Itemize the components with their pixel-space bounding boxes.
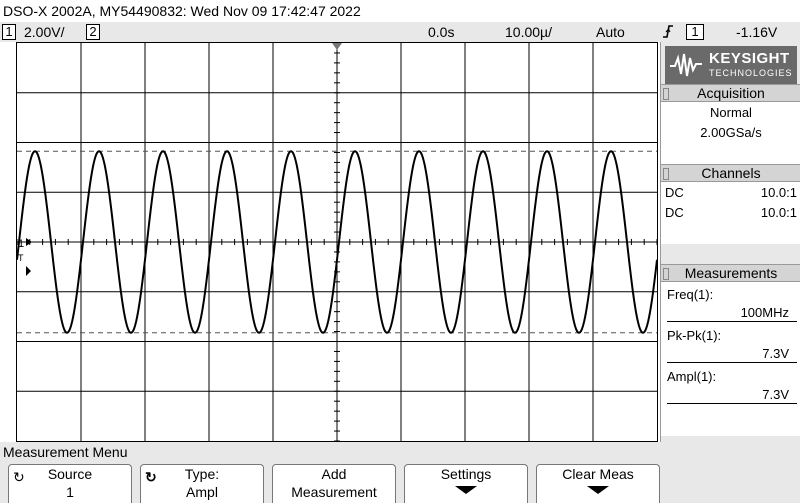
channel-1-scale[interactable]: 2.00V/: [24, 24, 65, 40]
ampl-value: 7.3V: [667, 386, 797, 404]
trigger-marker-arrow: [26, 266, 31, 276]
measurements-heading[interactable]: Measurements: [661, 264, 800, 282]
logo-text: KEYSIGHT: [709, 50, 790, 67]
keysight-wave-icon: [670, 53, 702, 77]
softkey-bar: ↻ Source 1 ↻ Type: Ampl Add Measurement …: [0, 462, 800, 503]
channel-1-coupling: DC: [665, 185, 684, 200]
ampl-label: Ampl(1):: [667, 369, 717, 384]
trigger-level-marker: T: [18, 253, 24, 263]
trigger-level[interactable]: -1.16V: [736, 24, 778, 40]
type-softkey-value: Ampl: [186, 484, 218, 500]
ground-marker-arrow: [26, 238, 32, 246]
type-softkey[interactable]: ↻ Type: Ampl: [140, 464, 264, 503]
info-panel: KEYSIGHT TECHNOLOGIES Acquisition Normal…: [660, 42, 800, 442]
channel-row: DC 10.0:1: [661, 183, 800, 203]
submenu-arrow-icon: [587, 486, 609, 494]
channel-1-waveform: [17, 150, 657, 334]
channel-2-probe: 10.0:1: [760, 205, 797, 220]
channel-2-indicator[interactable]: 2: [86, 24, 100, 40]
type-softkey-label: Type:: [184, 466, 220, 482]
ground-level-marker: 1: [18, 238, 24, 250]
submenu-arrow-icon: [455, 486, 477, 494]
channel-1-probe: 10.0:1: [760, 185, 797, 200]
time-scale[interactable]: 10.00µ/: [505, 24, 552, 40]
clear-meas-softkey[interactable]: Clear Meas: [536, 464, 660, 503]
logo-subtext: TECHNOLOGIES: [709, 68, 793, 78]
pkpk-value: 7.3V: [667, 345, 797, 363]
waveform-graticule: 1T: [17, 43, 657, 441]
trigger-mode[interactable]: Auto: [596, 24, 625, 40]
sample-rate: 2.00GSa/s: [700, 125, 762, 140]
measurements-section: Freq(1): 100MHz Pk-Pk(1): 7.3V Ampl(1): …: [661, 282, 800, 436]
add-softkey-value: Measurement: [291, 484, 377, 500]
menu-title: Measurement Menu: [0, 442, 800, 462]
knob-icon: ↻: [145, 469, 157, 485]
rising-edge-icon: [662, 22, 674, 47]
freq-label: Freq(1):: [667, 287, 714, 302]
source-softkey-label: Source: [47, 466, 93, 482]
add-softkey-label: Add: [321, 466, 347, 482]
trigger-position-marker: [332, 43, 342, 50]
acquisition-heading[interactable]: Acquisition: [661, 84, 800, 102]
clear-softkey-label: Clear Meas: [562, 466, 634, 482]
channel-2-coupling: DC: [665, 205, 684, 220]
time-delay[interactable]: 0.0s: [428, 24, 455, 40]
source-softkey[interactable]: ↻ Source 1: [8, 464, 132, 503]
source-softkey-value: 1: [66, 484, 74, 500]
keysight-logo: KEYSIGHT TECHNOLOGIES: [665, 46, 797, 84]
channel-1-indicator[interactable]: 1: [2, 24, 16, 40]
acquisition-mode: Normal: [710, 105, 752, 120]
channels-section: DC 10.0:1 DC 10.0:1: [661, 182, 800, 244]
add-measurement-softkey[interactable]: Add Measurement: [272, 464, 396, 503]
freq-value: 100MHz: [667, 304, 797, 322]
channel-row: DC 10.0:1: [661, 203, 800, 223]
acquisition-section: Normal 2.00GSa/s: [661, 102, 800, 164]
settings-softkey-label: Settings: [440, 466, 492, 482]
status-bar: 1 2.00V/ 2 0.0s 10.00µ/ Auto 1 -1.16V: [0, 22, 800, 42]
pkpk-label: Pk-Pk(1):: [667, 328, 722, 343]
settings-softkey[interactable]: Settings: [404, 464, 528, 503]
window-title: DSO-X 2002A, MY54490832: Wed Nov 09 17:4…: [0, 0, 800, 22]
trigger-source[interactable]: 1: [686, 24, 704, 40]
knob-icon: ↻: [13, 469, 25, 485]
channels-heading[interactable]: Channels: [661, 164, 800, 182]
